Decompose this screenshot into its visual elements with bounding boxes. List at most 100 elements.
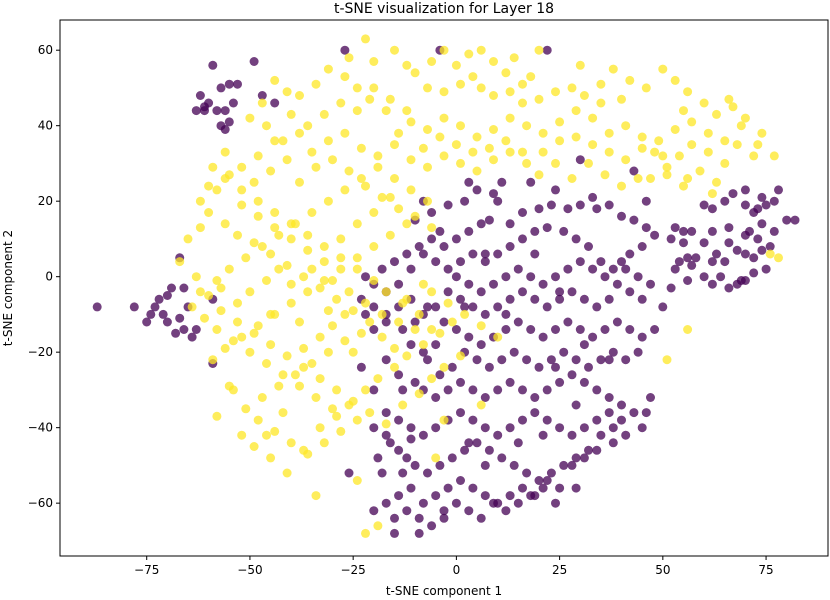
scatter-point — [266, 453, 276, 463]
scatter-point — [604, 408, 614, 418]
scatter-point — [555, 294, 565, 304]
scatter-point — [270, 208, 280, 217]
scatter-point — [650, 230, 660, 240]
scatter-point — [394, 204, 404, 214]
scatter-point — [204, 181, 214, 191]
scatter-point — [435, 328, 445, 338]
scatter-point — [489, 155, 498, 165]
scatter-point — [728, 102, 738, 112]
scatter-point — [427, 57, 437, 66]
scatter-point — [679, 181, 688, 191]
scatter-point — [617, 211, 626, 221]
scatter-point — [575, 325, 585, 334]
scatter-point — [439, 87, 449, 97]
scatter-point — [687, 117, 697, 127]
scatter-point — [641, 223, 651, 233]
scatter-point — [129, 302, 139, 312]
scatter-point — [571, 106, 581, 116]
scatter-point — [695, 166, 705, 176]
scatter-point — [249, 177, 259, 187]
scatter-point — [373, 521, 383, 531]
y-tick-label: −40 — [28, 421, 53, 435]
scatter-point — [431, 302, 441, 312]
scatter-point — [418, 347, 428, 357]
scatter-point — [295, 317, 304, 327]
scatter-point — [406, 483, 416, 493]
scatter-point — [703, 128, 713, 138]
scatter-point — [592, 385, 602, 395]
scatter-point — [617, 257, 626, 267]
scatter-point — [332, 385, 342, 395]
scatter-point — [604, 393, 614, 402]
scatter-point — [212, 276, 222, 285]
scatter-point — [270, 426, 280, 436]
scatter-point — [608, 438, 618, 448]
scatter-point — [476, 321, 486, 331]
scatter-point — [262, 276, 271, 285]
scatter-point — [513, 498, 523, 508]
scatter-point — [608, 64, 618, 74]
scatter-point — [253, 321, 263, 331]
scatter-point — [757, 192, 767, 202]
scatter-point — [286, 279, 296, 289]
scatter-point — [518, 415, 527, 425]
scatter-point — [208, 162, 218, 172]
scatter-point — [257, 242, 267, 251]
scatter-point — [195, 223, 205, 233]
scatter-point — [600, 272, 610, 282]
scatter-point — [522, 355, 532, 365]
scatter-point — [274, 230, 284, 240]
scatter-point — [410, 377, 420, 387]
scatter-point — [311, 393, 321, 402]
scatter-point — [431, 393, 441, 402]
scatter-point — [385, 94, 395, 104]
scatter-point — [402, 106, 412, 116]
scatter-point — [311, 79, 321, 89]
scatter-point — [674, 151, 684, 161]
scatter-point — [278, 408, 288, 418]
scatter-point — [187, 302, 197, 312]
y-axis-ticks: −60 −40 −20 0 20 40 60 — [28, 43, 60, 510]
scatter-point — [385, 230, 395, 240]
scatter-point — [303, 121, 313, 131]
scatter-point — [757, 219, 767, 229]
scatter-point — [575, 200, 585, 210]
scatter-point — [274, 264, 284, 274]
scatter-point — [228, 98, 238, 108]
scatter-point — [579, 294, 589, 304]
scatter-point — [328, 276, 337, 285]
scatter-point — [233, 230, 242, 240]
scatter-point — [691, 253, 701, 263]
scatter-point — [505, 491, 515, 501]
scatter-point — [443, 298, 453, 308]
y-axis-label: t-SNE component 2 — [1, 230, 15, 346]
scatter-point — [625, 287, 635, 297]
scatter-point — [315, 332, 325, 342]
scatter-point — [472, 355, 482, 365]
scatter-point — [579, 91, 589, 100]
scatter-point — [435, 226, 445, 236]
scatter-point — [749, 151, 759, 161]
scatter-point — [683, 325, 693, 334]
scatter-point — [299, 343, 309, 353]
scatter-point — [472, 166, 482, 176]
scatter-point — [431, 340, 441, 350]
scatter-point — [724, 238, 734, 248]
scatter-point — [377, 468, 387, 478]
plot-frame — [59, 19, 829, 557]
scatter-point — [538, 430, 548, 440]
scatter-point — [497, 453, 507, 463]
scatter-point — [563, 317, 573, 327]
scatter-point — [769, 226, 779, 236]
scatter-point — [567, 370, 577, 380]
scatter-point — [493, 196, 503, 206]
scatter-point — [249, 238, 259, 248]
scatter-point — [336, 264, 346, 274]
scatter-point — [253, 211, 263, 221]
scatter-point — [328, 155, 337, 165]
scatter-point — [200, 106, 209, 116]
scatter-point — [390, 513, 399, 523]
scatter-point — [456, 476, 465, 485]
scatter-point — [650, 325, 660, 334]
scatter-point — [736, 276, 746, 285]
